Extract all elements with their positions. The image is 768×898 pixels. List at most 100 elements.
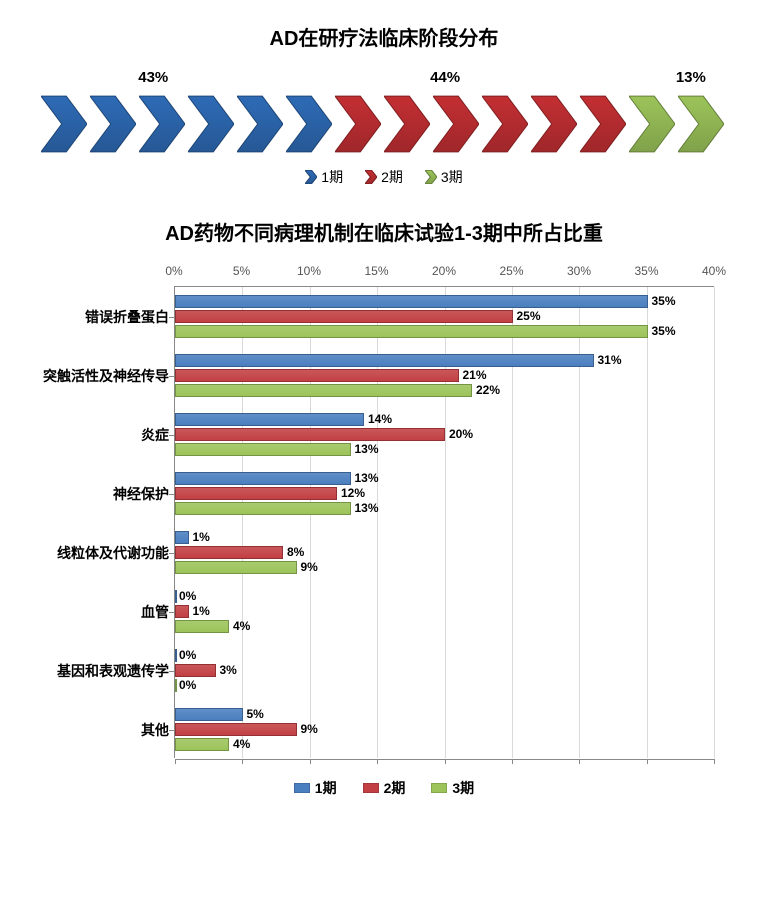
bar bbox=[175, 590, 177, 603]
bar bbox=[175, 531, 189, 544]
x-tick-mark bbox=[377, 759, 378, 764]
x-tick-mark bbox=[579, 759, 580, 764]
x-tick-mark bbox=[445, 759, 446, 764]
bar bbox=[175, 502, 351, 515]
bar bbox=[175, 325, 648, 338]
category-label: 其他 bbox=[37, 720, 175, 740]
category-group: 基因和表观遗传学0%3%0% bbox=[175, 641, 714, 700]
bar bbox=[175, 310, 513, 323]
bar-chart-legend: 1期 2期 3期 bbox=[34, 778, 734, 798]
category-label: 炎症 bbox=[37, 425, 175, 445]
bar-value-label: 5% bbox=[247, 707, 264, 721]
legend-label: 2期 bbox=[384, 778, 406, 798]
bar-value-label: 9% bbox=[301, 560, 318, 574]
x-tick-label: 30% bbox=[567, 264, 591, 278]
x-tick-label: 10% bbox=[297, 264, 321, 278]
legend-label: 1期 bbox=[321, 167, 343, 187]
chevron-icon bbox=[41, 95, 87, 153]
legend-item: 2期 bbox=[365, 167, 403, 187]
bar-value-label: 4% bbox=[233, 619, 250, 633]
category-label: 错误折叠蛋白 bbox=[37, 307, 175, 327]
bar-value-label: 13% bbox=[355, 442, 379, 456]
chevron-icon bbox=[139, 95, 185, 153]
category-label: 线粒体及代谢功能 bbox=[37, 543, 175, 563]
x-tick-label: 40% bbox=[702, 264, 726, 278]
category-group: 炎症14%20%13% bbox=[175, 405, 714, 464]
x-axis: 0%5%10%15%20%25%30%35%40% bbox=[174, 264, 714, 286]
category-label: 基因和表观遗传学 bbox=[37, 661, 175, 681]
chevron-icon bbox=[90, 95, 136, 153]
bar bbox=[175, 738, 229, 751]
x-tick-mark bbox=[512, 759, 513, 764]
legend-item: 2期 bbox=[363, 778, 406, 798]
bar bbox=[175, 354, 594, 367]
bar-value-label: 0% bbox=[179, 678, 196, 692]
chevron-icon bbox=[629, 95, 675, 153]
bar-value-label: 13% bbox=[355, 471, 379, 485]
legend-swatch bbox=[431, 783, 447, 793]
gridline bbox=[714, 287, 715, 758]
legend-item: 3期 bbox=[425, 167, 463, 187]
bar-value-label: 35% bbox=[652, 324, 676, 338]
chevron-icon bbox=[531, 95, 577, 153]
x-tick-mark bbox=[647, 759, 648, 764]
chevron-icon bbox=[482, 95, 528, 153]
chevron-row bbox=[0, 93, 768, 153]
legend-swatch bbox=[363, 783, 379, 793]
bar-value-label: 31% bbox=[598, 353, 622, 367]
chevron-icon bbox=[678, 95, 724, 153]
x-tick-mark bbox=[310, 759, 311, 764]
legend-label: 3期 bbox=[452, 778, 474, 798]
chevron-chart-title: AD在研疗法临床阶段分布 bbox=[0, 22, 768, 51]
bar-value-label: 25% bbox=[517, 309, 541, 323]
bar bbox=[175, 664, 216, 677]
chevron-chart: 43% 44% 13% bbox=[0, 69, 768, 187]
x-tick-label: 20% bbox=[432, 264, 456, 278]
category-label: 血管 bbox=[37, 602, 175, 622]
chevron-icon bbox=[433, 95, 479, 153]
bar-value-label: 8% bbox=[287, 545, 304, 559]
category-group: 错误折叠蛋白35%25%35% bbox=[175, 287, 714, 346]
chevron-icon bbox=[286, 95, 332, 153]
chevron-segment-label: 43% bbox=[138, 69, 168, 86]
bar-value-label: 0% bbox=[179, 589, 196, 603]
bar bbox=[175, 487, 337, 500]
category-group: 神经保护13%12%13% bbox=[175, 464, 714, 523]
bar-chart: 0%5%10%15%20%25%30%35%40% 错误折叠蛋白35%25%35… bbox=[34, 264, 734, 798]
legend-swatch bbox=[294, 783, 310, 793]
bar-value-label: 3% bbox=[220, 663, 237, 677]
x-tick-mark bbox=[714, 759, 715, 764]
bar-value-label: 20% bbox=[449, 427, 473, 441]
bar-value-label: 12% bbox=[341, 486, 365, 500]
bar bbox=[175, 443, 351, 456]
plot-area: 错误折叠蛋白35%25%35%突触活性及神经传导31%21%22%炎症14%20… bbox=[174, 286, 714, 758]
category-label: 突触活性及神经传导 bbox=[37, 366, 175, 386]
x-tick-label: 0% bbox=[165, 264, 182, 278]
chevron-segment-label: 44% bbox=[430, 69, 460, 86]
category-group: 线粒体及代谢功能1%8%9% bbox=[175, 523, 714, 582]
legend-item: 1期 bbox=[305, 167, 343, 187]
bar bbox=[175, 472, 351, 485]
bar bbox=[175, 369, 459, 382]
chevron-icon bbox=[188, 95, 234, 153]
bar bbox=[175, 605, 189, 618]
bar-value-label: 22% bbox=[476, 383, 500, 397]
bar-value-label: 4% bbox=[233, 737, 250, 751]
bar-chart-title: AD药物不同病理机制在临床试验1-3期中所占比重 bbox=[0, 217, 768, 246]
legend-label: 2期 bbox=[381, 167, 403, 187]
bar-value-label: 0% bbox=[179, 648, 196, 662]
chevron-icon bbox=[335, 95, 381, 153]
bar-value-label: 1% bbox=[193, 604, 210, 618]
category-group: 血管0%1%4% bbox=[175, 582, 714, 641]
bar bbox=[175, 413, 364, 426]
chevron-legend: 1期 2期 3期 bbox=[0, 167, 768, 187]
legend-label: 1期 bbox=[315, 778, 337, 798]
bar bbox=[175, 679, 177, 692]
legend-item: 1期 bbox=[294, 778, 337, 798]
bar bbox=[175, 649, 177, 662]
bar bbox=[175, 384, 472, 397]
chevron-icon bbox=[580, 95, 626, 153]
chevron-icon bbox=[384, 95, 430, 153]
bar bbox=[175, 561, 297, 574]
chevron-segment-label: 13% bbox=[676, 69, 706, 86]
